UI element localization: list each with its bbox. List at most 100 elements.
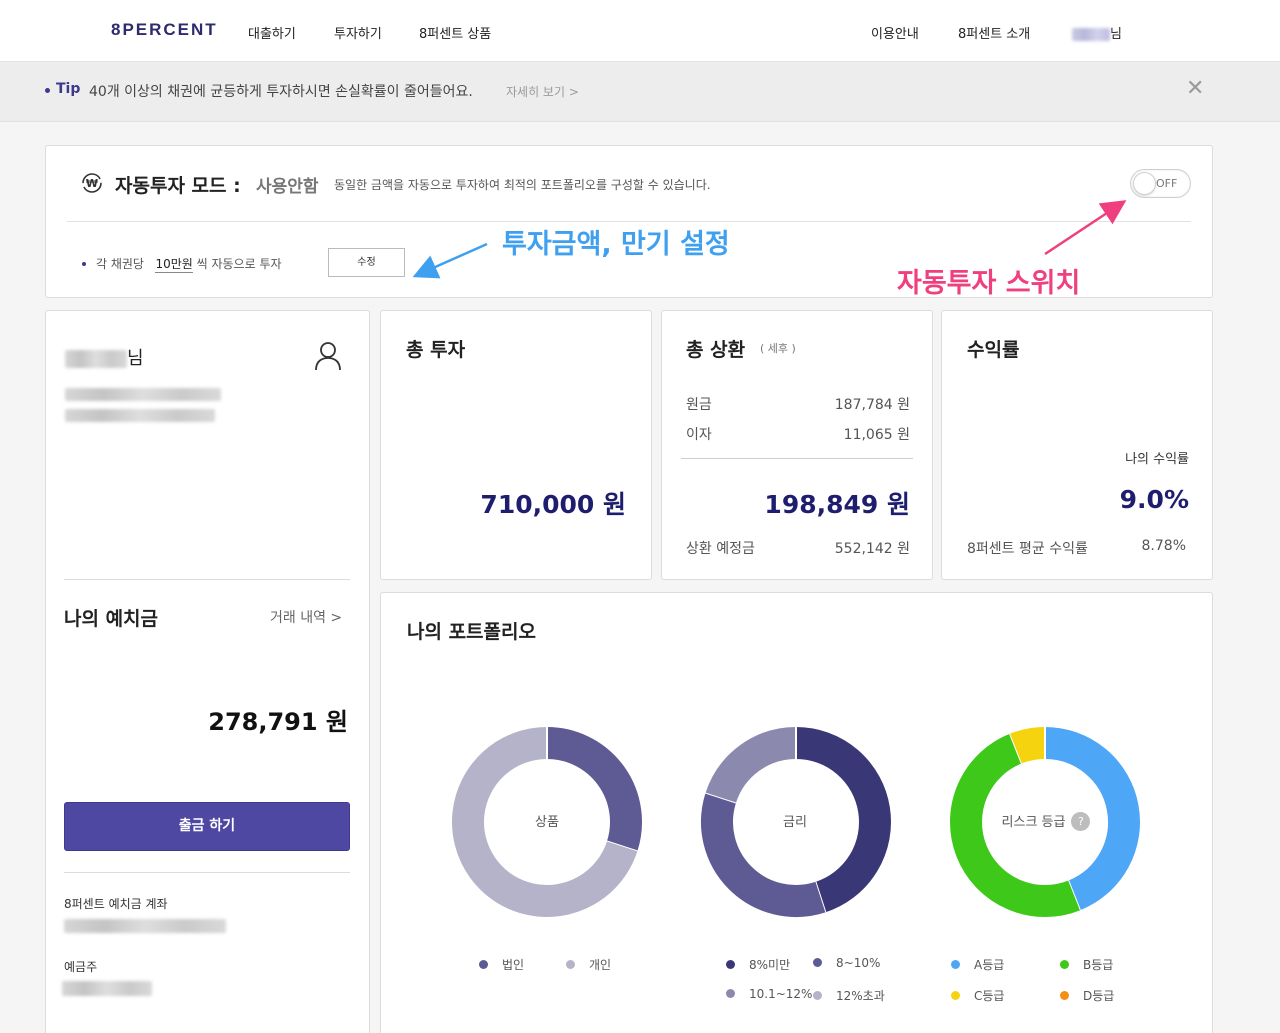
setting-suffix: 씩 자동으로 투자 [196, 257, 282, 271]
legend-dot-icon [726, 989, 735, 998]
auto-invest-title: 자동투자 모드 : [115, 175, 241, 197]
legend-dot-icon [1060, 991, 1069, 1000]
withdraw-button[interactable]: 출금 하기 [64, 802, 350, 851]
redacted-phone [65, 409, 215, 422]
transaction-history-link[interactable]: 거래 내역 > [270, 610, 343, 626]
average-yield-label: 8퍼센트 평균 수익률 [967, 541, 1088, 557]
setting-prefix: 각 채권당 [96, 257, 144, 271]
risk-label-text: 리스크 등급 [1001, 815, 1066, 830]
legend-label: 8%미만 [749, 958, 791, 972]
legend-dot-icon [566, 960, 575, 969]
average-yield-value: 8.78% [1141, 538, 1186, 554]
tip-bullet-icon [45, 88, 50, 93]
legend-label: 법인 [502, 958, 525, 972]
user-icon[interactable] [313, 340, 343, 372]
nav-item-about[interactable]: 8퍼센트 소개 [958, 27, 1031, 42]
setting-bullet-icon [82, 262, 86, 266]
legend-item: 8%미만 [726, 956, 790, 973]
logo[interactable]: 8PERCENT [111, 20, 218, 39]
legend-dot-icon [813, 958, 822, 967]
principal-label: 원금 [686, 397, 712, 413]
legend-label: 8~10% [836, 956, 881, 970]
legend-dot-icon [726, 960, 735, 969]
legend-label: B등급 [1083, 958, 1114, 972]
divider [681, 458, 913, 459]
auto-invest-toggle[interactable]: OFF [1130, 169, 1191, 198]
tip-text: 40개 이상의 채권에 균등하게 투자하시면 손실확률이 줄어들어요. [89, 84, 473, 100]
annotation-settings: 투자금액, 만기 설정 [502, 229, 730, 260]
interest-label: 이자 [686, 427, 712, 443]
legend-dot-icon [813, 991, 822, 1000]
legend-dot-icon [951, 960, 960, 969]
redacted-name [65, 350, 127, 368]
divider [64, 872, 350, 873]
legend-item: 8~10% [813, 956, 880, 970]
donut-center-label-product: 상품 [535, 815, 559, 830]
total-repayment-amount: 198,849 원 [764, 490, 910, 519]
legend-label: 개인 [589, 958, 612, 972]
donut-segment-0-0 [546, 727, 642, 852]
nav-item-loan[interactable]: 대출하기 [248, 27, 296, 42]
tip-bar [0, 62, 1280, 122]
legend-item: 10.1~12% [726, 987, 812, 1001]
close-icon[interactable]: ✕ [1186, 76, 1205, 101]
auto-invest-description: 동일한 금액을 자동으로 투자하여 최적의 포트폴리오를 구성할 수 있습니다. [334, 178, 711, 192]
donut-separator-1-1 [705, 791, 737, 804]
donut-segment-2-0 [1044, 727, 1140, 911]
auto-invest-icon: ₩ [82, 173, 102, 193]
legend-item: A등급 [951, 956, 1004, 973]
legend-label: D등급 [1083, 989, 1115, 1003]
portfolio-card [380, 592, 1213, 1033]
legend-item: B등급 [1060, 956, 1113, 973]
legend-dot-icon [479, 960, 488, 969]
principal-value: 187,784 원 [834, 397, 910, 413]
donut-segment-2-1 [950, 733, 1080, 917]
portfolio-title: 나의 포트폴리오 [407, 621, 536, 643]
profile-name-suffix: 님 [127, 348, 144, 369]
donut-segment-2-2 [1010, 727, 1046, 764]
total-repayment-subtitle: ( 세후 ) [760, 342, 796, 355]
donut-center-label-risk: 리스크 등급? [980, 811, 1112, 831]
total-repayment-title: 총 상환 [686, 339, 746, 361]
user-suffix: 님 [1110, 27, 1122, 42]
donut-segment-1-0 [795, 727, 891, 913]
legend-item: C등급 [951, 987, 1004, 1004]
redacted-account-number [64, 919, 226, 933]
profile-name: 님 [65, 344, 144, 370]
nav-item-guide[interactable]: 이용안내 [871, 27, 919, 42]
nav-item-products[interactable]: 8퍼센트 상품 [419, 27, 492, 42]
edit-button[interactable]: 수정 [328, 248, 405, 277]
donut-segment-1-2 [705, 727, 797, 804]
annotation-switch: 자동투자 스위치 [897, 268, 1081, 299]
total-repayment-card [661, 310, 933, 580]
my-yield-value: 9.0% [1119, 485, 1189, 514]
legend-dot-icon [951, 991, 960, 1000]
tip-label: Tip [56, 81, 81, 97]
deposit-amount: 278,791 원 [208, 708, 348, 736]
nav-item-invest[interactable]: 투자하기 [334, 27, 382, 42]
legend-item: 법인 [479, 956, 524, 973]
legend-item: 12%초과 [813, 987, 885, 1004]
legend-label: A등급 [974, 958, 1005, 972]
redacted-holder-name [62, 981, 152, 996]
expected-repayment-value: 552,142 원 [834, 541, 910, 557]
legend-label: 12%초과 [836, 989, 885, 1003]
tip-more-link[interactable]: 자세히 보기 > [506, 85, 579, 99]
portfolio-donut-charts [452, 727, 1140, 917]
setting-amount: 10만원 [155, 257, 193, 273]
toggle-label: OFF [1156, 177, 1178, 190]
divider [67, 221, 1191, 222]
legend-dot-icon [1060, 960, 1069, 969]
legend-label: 10.1~12% [749, 987, 813, 1001]
total-investment-card [380, 310, 652, 580]
total-investment-amount: 710,000 원 [480, 490, 626, 519]
user-menu[interactable]: 님 [1072, 23, 1122, 42]
holder-label: 예금주 [64, 960, 98, 974]
help-icon[interactable]: ? [1071, 812, 1091, 831]
top-navigation [0, 0, 1280, 62]
donut-center-label-rate: 금리 [783, 815, 807, 830]
divider [64, 579, 350, 580]
redacted-username [1072, 28, 1110, 41]
legend-label: C등급 [974, 989, 1005, 1003]
my-yield-label: 나의 수익률 [1125, 452, 1189, 467]
